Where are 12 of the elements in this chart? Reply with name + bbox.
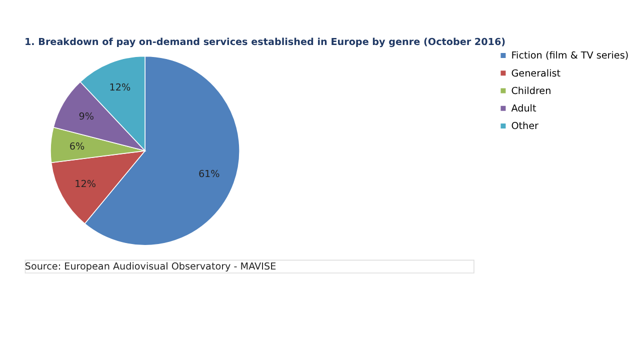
source-note: Source: European Audiovisual Observatory - MAVISE	[24, 261, 276, 272]
legend-label: Fiction (film & TV series)	[511, 50, 629, 62]
data-label: 12%	[74, 178, 96, 190]
legend-label: Generalist	[511, 68, 561, 80]
data-label: 6%	[69, 142, 85, 153]
legend-label: Children	[511, 86, 552, 97]
legend-label: Other	[511, 121, 539, 132]
data-label: 9%	[78, 111, 94, 122]
legend-label: Adult	[511, 104, 536, 115]
data-label: 61%	[198, 169, 220, 180]
data-label: 12%	[109, 82, 131, 94]
chart-title: 1. Breakdown of pay on-demand services established in Europe by genre (October 2016)	[24, 37, 506, 48]
